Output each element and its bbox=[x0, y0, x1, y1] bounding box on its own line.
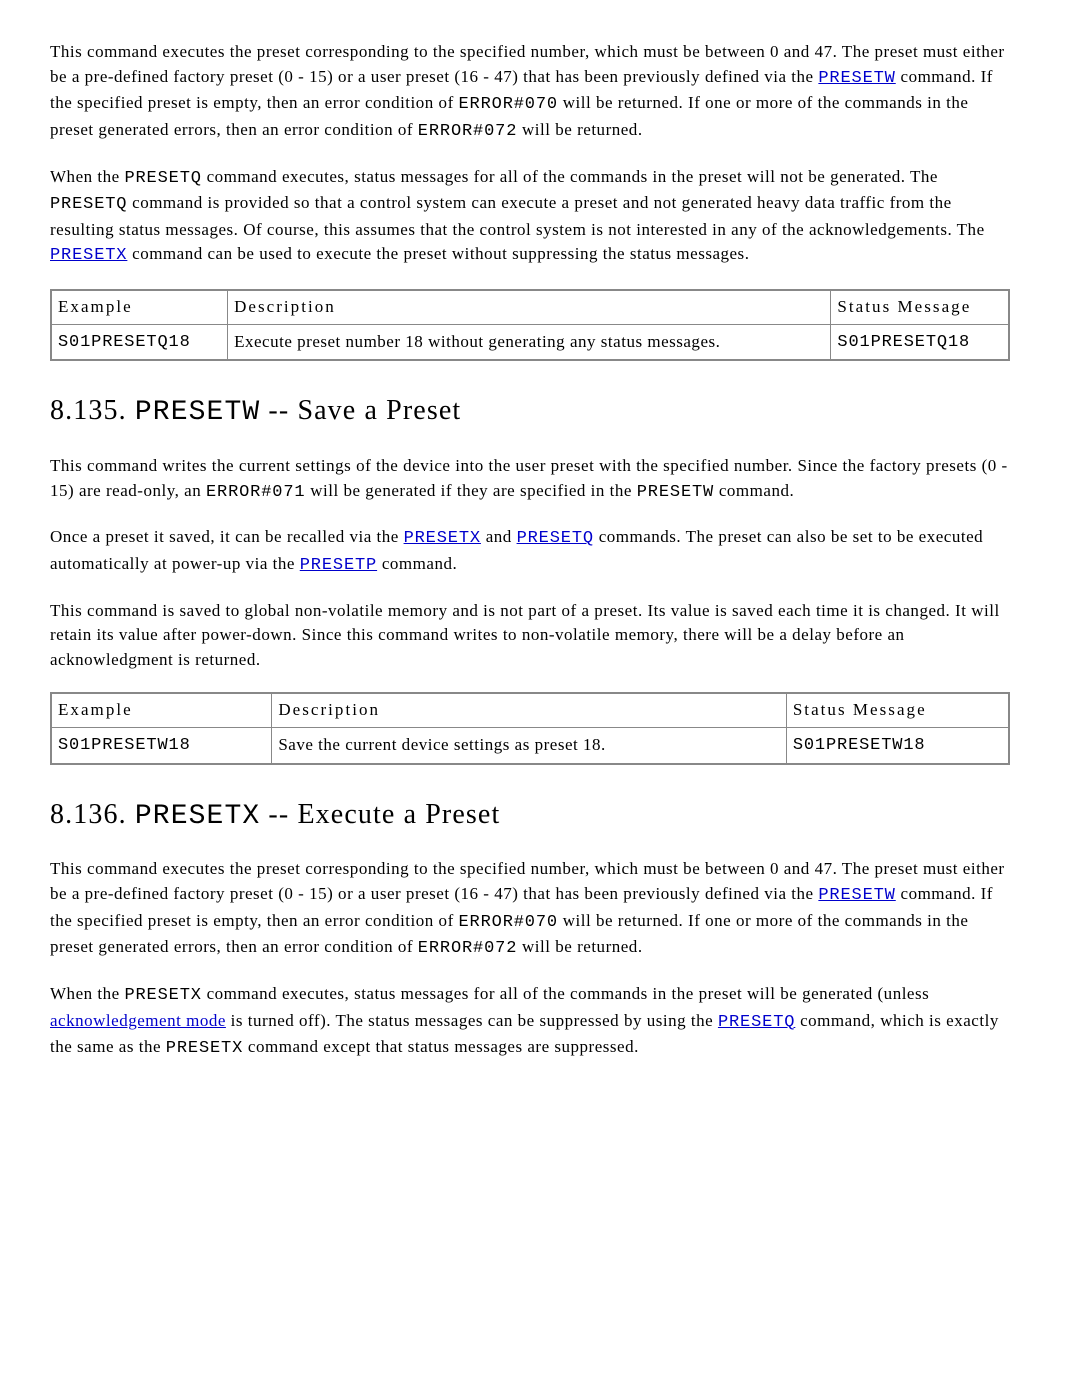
text: will be returned. bbox=[517, 937, 642, 956]
command-code: PRESETX bbox=[166, 1039, 243, 1058]
table-header-row: Example Description Status Message bbox=[51, 693, 1009, 727]
link-presetp[interactable]: PRESETP bbox=[300, 554, 377, 573]
section-heading-presetx: 8.136. PRESETX -- Execute a Preset bbox=[50, 795, 1010, 838]
cell-status: S01PRESETQ18 bbox=[831, 324, 1009, 360]
text: When the bbox=[50, 167, 124, 186]
text: command executes, status messages for al… bbox=[202, 984, 929, 1003]
link-text: PRESETW bbox=[818, 886, 895, 905]
text: command is provided so that a control sy… bbox=[50, 193, 985, 239]
link-presetq[interactable]: PRESETQ bbox=[718, 1011, 795, 1030]
error-code: ERROR#072 bbox=[418, 939, 517, 958]
link-text: PRESETX bbox=[50, 246, 127, 265]
cell-status: S01PRESETW18 bbox=[786, 728, 1009, 764]
link-text: PRESETW bbox=[818, 69, 895, 88]
link-text: PRESETP bbox=[300, 556, 377, 575]
presetw-paragraph-1: This command writes the current settings… bbox=[50, 454, 1010, 505]
heading-rest: -- Execute a Preset bbox=[260, 799, 500, 830]
text: command executes, status messages for al… bbox=[202, 167, 938, 186]
heading-command: PRESETW bbox=[135, 397, 260, 428]
code-value: S01PRESETW18 bbox=[793, 736, 926, 755]
col-status: Status Message bbox=[831, 290, 1009, 324]
cell-example: S01PRESETW18 bbox=[51, 728, 272, 764]
link-presetx[interactable]: PRESETX bbox=[50, 244, 127, 263]
link-text: PRESETQ bbox=[517, 529, 594, 548]
error-code: ERROR#072 bbox=[418, 122, 517, 141]
heading-command: PRESETX bbox=[135, 801, 260, 832]
col-description: Description bbox=[272, 693, 787, 727]
section-heading-presetw: 8.135. PRESETW -- Save a Preset bbox=[50, 391, 1010, 434]
link-presetq[interactable]: PRESETQ bbox=[517, 527, 594, 546]
text: When the bbox=[50, 984, 124, 1003]
text: Once a preset it saved, it can be recall… bbox=[50, 527, 404, 546]
presetx-paragraph-1: This command executes the preset corresp… bbox=[50, 857, 1010, 962]
example-table-presetw: Example Description Status Message S01PR… bbox=[50, 692, 1010, 764]
command-code: PRESETQ bbox=[124, 169, 201, 188]
link-ack-mode[interactable]: acknowledgement mode bbox=[50, 1011, 226, 1030]
code-value: S01PRESETQ18 bbox=[837, 333, 970, 352]
cell-example: S01PRESETQ18 bbox=[51, 324, 228, 360]
link-text: PRESETQ bbox=[718, 1013, 795, 1032]
presetw-paragraph-3: This command is saved to global non-vola… bbox=[50, 599, 1010, 673]
code-value: S01PRESETQ18 bbox=[58, 333, 191, 352]
text: command except that status messages are … bbox=[243, 1037, 639, 1056]
link-presetw[interactable]: PRESETW bbox=[818, 884, 895, 903]
table-header-row: Example Description Status Message bbox=[51, 290, 1009, 324]
command-code: PRESETW bbox=[637, 483, 714, 502]
intro-paragraph-1: This command executes the preset corresp… bbox=[50, 40, 1010, 145]
col-description: Description bbox=[228, 290, 831, 324]
error-code: ERROR#070 bbox=[459, 95, 558, 114]
table-row: S01PRESETW18 Save the current device set… bbox=[51, 728, 1009, 764]
table-row: S01PRESETQ18 Execute preset number 18 wi… bbox=[51, 324, 1009, 360]
heading-number: 8.136. bbox=[50, 799, 135, 830]
heading-rest: -- Save a Preset bbox=[260, 395, 461, 426]
presetx-paragraph-2: When the PRESETX command executes, statu… bbox=[50, 982, 1010, 1062]
error-code: ERROR#070 bbox=[459, 913, 558, 932]
col-example: Example bbox=[51, 290, 228, 324]
cell-description: Save the current device settings as pres… bbox=[272, 728, 787, 764]
link-presetx[interactable]: PRESETX bbox=[404, 527, 481, 546]
text: will be generated if they are specified … bbox=[305, 481, 636, 500]
example-table-presetq: Example Description Status Message S01PR… bbox=[50, 289, 1010, 361]
cell-description: Execute preset number 18 without generat… bbox=[228, 324, 831, 360]
link-text: PRESETX bbox=[404, 529, 481, 548]
heading-number: 8.135. bbox=[50, 395, 135, 426]
text: and bbox=[481, 527, 517, 546]
col-status: Status Message bbox=[786, 693, 1009, 727]
col-example: Example bbox=[51, 693, 272, 727]
code-value: S01PRESETW18 bbox=[58, 736, 191, 755]
command-code: PRESETX bbox=[124, 986, 201, 1005]
text: command. bbox=[714, 481, 794, 500]
intro-paragraph-2: When the PRESETQ command executes, statu… bbox=[50, 165, 1010, 270]
text: is turned off). The status messages can … bbox=[226, 1011, 718, 1030]
error-code: ERROR#071 bbox=[206, 483, 305, 502]
text: will be returned. bbox=[517, 120, 642, 139]
text: command. bbox=[377, 554, 457, 573]
text: command can be used to execute the prese… bbox=[127, 244, 749, 263]
command-code: PRESETQ bbox=[50, 195, 127, 214]
presetw-paragraph-2: Once a preset it saved, it can be recall… bbox=[50, 525, 1010, 578]
link-presetw[interactable]: PRESETW bbox=[818, 67, 895, 86]
